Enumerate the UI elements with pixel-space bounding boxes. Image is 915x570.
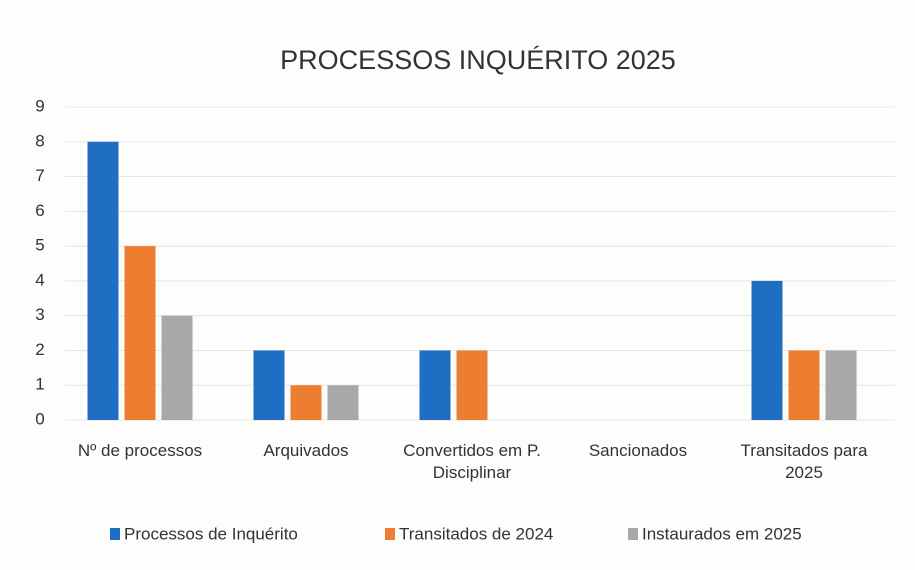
- bar: [161, 315, 193, 420]
- bar: [825, 350, 857, 420]
- bar: [327, 385, 359, 420]
- bar: [253, 350, 285, 420]
- y-tick-label: 7: [35, 166, 44, 185]
- y-tick-label: 2: [35, 340, 44, 359]
- legend-label: Instaurados em 2025: [642, 524, 802, 543]
- legend-label: Processos de Inquérito: [124, 524, 298, 543]
- legend-swatch: [385, 528, 395, 540]
- y-tick-label: 1: [35, 375, 44, 394]
- bar: [124, 246, 156, 420]
- x-tick-label: Transitados para 2025: [740, 441, 868, 482]
- y-tick-label: 5: [35, 236, 44, 255]
- x-tick-label: Sancionados: [588, 441, 688, 460]
- bar: [788, 350, 820, 420]
- x-tick-label: Nº de processos: [77, 441, 203, 460]
- bar: [456, 350, 488, 420]
- x-tick-label: Convertidos em P. Disciplinar: [403, 441, 541, 482]
- y-tick-label: 4: [35, 270, 44, 289]
- y-tick-label: 0: [35, 409, 44, 428]
- bar: [290, 385, 322, 420]
- y-tick-label: 9: [35, 96, 44, 115]
- y-tick-label: 6: [35, 201, 44, 220]
- legend-swatch: [628, 528, 638, 540]
- legend-swatch: [110, 528, 120, 540]
- legend-label: Transitados de 2024: [399, 524, 553, 543]
- chart-title: PROCESSOS INQUÉRITO 2025: [280, 45, 676, 75]
- bar: [419, 350, 451, 420]
- bar: [751, 280, 783, 420]
- y-tick-label: 3: [35, 305, 44, 324]
- bar: [87, 141, 119, 420]
- y-tick-label: 8: [35, 131, 44, 150]
- x-tick-label: Arquivados: [263, 441, 349, 460]
